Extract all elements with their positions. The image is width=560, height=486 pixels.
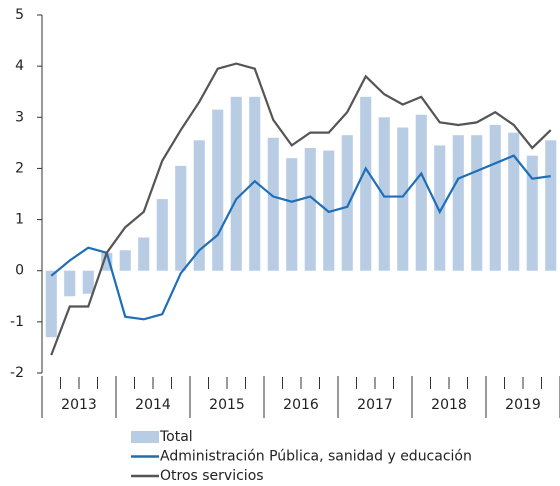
group-label: 2014 — [135, 397, 171, 413]
bar — [397, 127, 409, 271]
bar — [304, 147, 316, 271]
bar — [230, 96, 242, 271]
group-label: 2019 — [505, 397, 541, 413]
legend-label: Administración Pública, sanidad y educac… — [160, 449, 472, 465]
bar — [249, 96, 261, 271]
bar — [267, 137, 279, 271]
bar — [286, 158, 298, 271]
group-label: 2017 — [357, 397, 393, 413]
line — [50, 62, 552, 356]
bar — [101, 252, 113, 271]
legend-label: Otros servicios — [160, 468, 264, 484]
group-label: 2015 — [209, 397, 245, 413]
group-label: 2013 — [61, 397, 97, 413]
group-label: 2018 — [431, 397, 467, 413]
y-tick-label: 2 — [15, 160, 24, 176]
bar — [526, 155, 538, 271]
bar — [45, 270, 57, 338]
legend-swatch — [131, 431, 159, 443]
bar — [212, 109, 224, 271]
bar — [471, 135, 483, 271]
bar — [434, 145, 446, 271]
y-tick-label: 1 — [15, 212, 24, 228]
bar — [415, 114, 427, 271]
bar — [489, 124, 501, 271]
bar — [82, 270, 94, 294]
bar — [360, 96, 372, 271]
line — [50, 154, 551, 321]
bar — [156, 199, 168, 271]
y-tick-label: 5 — [15, 7, 24, 23]
bar — [341, 135, 353, 271]
y-tick-label: 3 — [15, 109, 24, 125]
group-label: 2016 — [283, 397, 319, 413]
bar — [508, 132, 520, 271]
y-tick-label: -1 — [10, 314, 24, 330]
bar — [119, 250, 131, 271]
bar — [378, 117, 390, 271]
y-tick-label: 0 — [15, 263, 24, 279]
legend-label: Total — [159, 429, 193, 445]
bar — [138, 237, 150, 271]
bar — [545, 140, 557, 271]
bar — [452, 135, 464, 271]
bar — [64, 270, 76, 297]
bar — [193, 140, 205, 271]
bar — [175, 165, 187, 271]
y-tick-label: 4 — [15, 58, 24, 74]
y-tick-label: -2 — [10, 365, 24, 381]
